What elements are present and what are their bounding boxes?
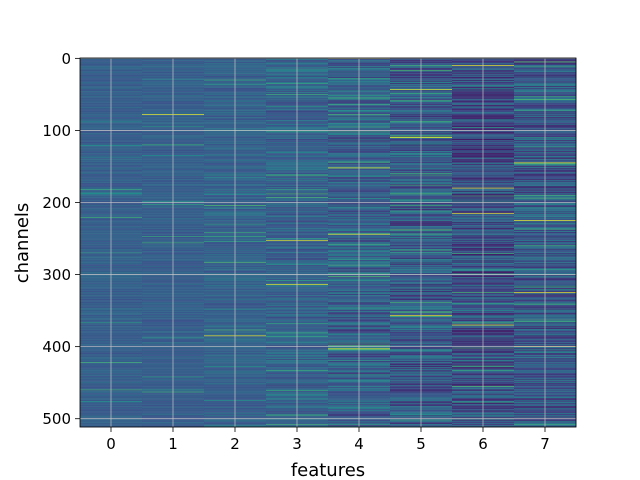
y-tick-label: 100 [42,122,71,140]
y-tick-label: 400 [42,338,71,356]
plot-frame [79,57,577,428]
x-tick-label: 1 [168,435,178,453]
x-axis-label: features [291,460,365,480]
y-tick-label: 500 [42,410,71,428]
plot-area [79,57,577,428]
x-tick-label: 3 [292,435,302,453]
x-tick-label: 4 [354,435,364,453]
y-axis: 0 100 200 300 400 500 [42,50,80,428]
x-tick-label: 5 [416,435,426,453]
x-axis: 0 1 2 3 4 5 6 7 [106,427,550,453]
x-tick-label: 7 [540,435,550,453]
y-axis-label: channels [12,203,33,284]
y-tick-label: 0 [61,50,71,68]
grid-lines [80,57,576,427]
y-tick-label: 200 [42,194,71,212]
heatmap-cells [80,58,577,428]
x-tick-label: 2 [230,435,240,453]
x-tick-label: 0 [106,435,116,453]
y-tick-label: 300 [42,266,71,284]
x-tick-label: 6 [478,435,488,453]
